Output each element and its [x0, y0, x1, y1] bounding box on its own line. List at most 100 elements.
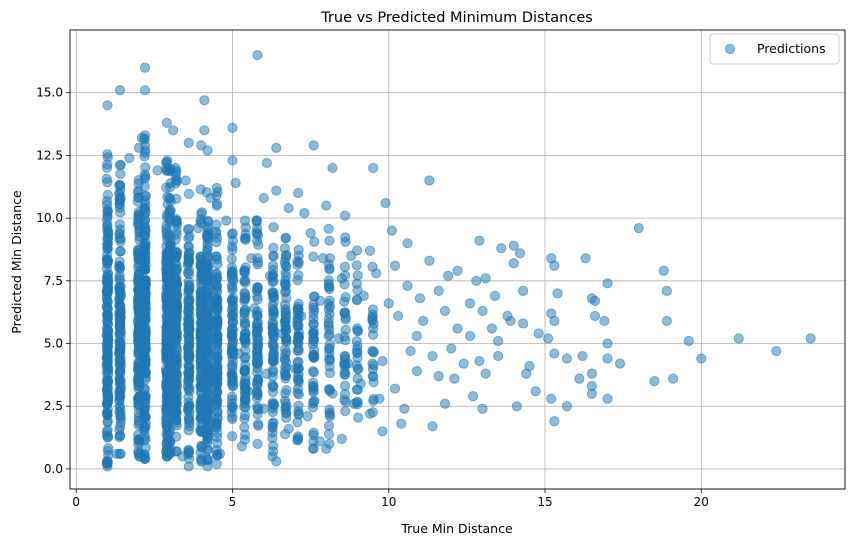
data-point — [668, 373, 679, 384]
data-point — [171, 247, 182, 258]
data-point — [352, 340, 363, 352]
data-point — [468, 391, 479, 402]
data-point — [102, 332, 113, 343]
data-point — [580, 253, 591, 264]
data-point — [170, 349, 181, 361]
data-point — [358, 290, 369, 301]
data-point — [240, 275, 251, 286]
data-point — [115, 365, 126, 376]
data-point — [271, 142, 282, 153]
data-point — [511, 401, 522, 412]
data-point — [211, 458, 222, 470]
data-point — [239, 333, 250, 344]
data-point — [171, 333, 183, 344]
data-point — [201, 247, 213, 259]
legend-marker — [724, 43, 736, 55]
data-point — [211, 366, 222, 378]
data-point — [226, 304, 238, 315]
data-point — [364, 408, 376, 419]
data-point — [205, 192, 216, 204]
data-point — [308, 328, 319, 339]
data-point — [367, 346, 378, 357]
data-point — [599, 315, 610, 327]
data-point — [177, 451, 188, 462]
data-point — [115, 315, 126, 326]
data-point — [577, 350, 588, 362]
data-point — [102, 149, 113, 160]
y-tick-label: 12.5 — [36, 148, 63, 162]
data-point — [346, 250, 357, 261]
data-point — [323, 428, 335, 440]
data-point — [267, 406, 278, 418]
data-point — [374, 393, 385, 404]
legend-label-predictions: Predictions — [757, 41, 826, 56]
data-point — [352, 270, 363, 281]
data-point — [140, 289, 151, 300]
legend: Predictions — [709, 33, 840, 65]
data-point — [212, 317, 223, 328]
data-point — [140, 230, 151, 242]
data-point — [323, 320, 334, 331]
data-point — [327, 388, 338, 399]
data-point — [324, 367, 336, 379]
data-point — [251, 386, 263, 397]
data-point — [202, 461, 213, 472]
data-point — [115, 236, 126, 247]
data-point — [489, 290, 501, 301]
data-point — [508, 240, 519, 251]
data-point — [280, 388, 291, 399]
data-point — [279, 243, 290, 254]
data-point — [602, 278, 613, 289]
data-point — [377, 426, 388, 437]
data-point — [279, 366, 290, 377]
data-point — [340, 396, 351, 407]
data-point — [184, 367, 195, 378]
data-point — [211, 418, 222, 429]
data-point — [324, 295, 335, 306]
data-point — [658, 265, 669, 276]
data-point — [452, 323, 463, 334]
data-point — [183, 279, 195, 291]
data-point — [292, 417, 303, 428]
data-point — [281, 401, 292, 412]
data-point — [184, 407, 195, 418]
data-point — [202, 445, 213, 456]
data-point — [226, 253, 237, 265]
data-point — [140, 191, 151, 202]
data-point — [152, 165, 163, 176]
data-point — [102, 345, 113, 356]
data-point — [533, 328, 544, 339]
data-point — [170, 275, 181, 286]
data-point — [251, 216, 262, 227]
data-point — [102, 271, 113, 282]
data-point — [271, 185, 282, 196]
data-point — [102, 243, 113, 254]
data-point — [321, 200, 332, 211]
data-point — [102, 391, 114, 402]
data-point — [293, 374, 304, 385]
data-point — [480, 368, 491, 379]
data-point — [324, 329, 335, 340]
data-point — [202, 215, 214, 226]
data-point — [184, 421, 195, 432]
data-point — [258, 403, 269, 414]
data-point — [339, 296, 350, 307]
data-point — [202, 269, 213, 280]
data-point — [309, 236, 320, 247]
data-point — [102, 456, 113, 467]
x-tick-label: 0 — [72, 495, 80, 509]
data-point — [733, 333, 744, 344]
data-point — [661, 315, 672, 327]
data-point — [101, 162, 113, 173]
data-point — [226, 280, 237, 291]
data-point — [101, 173, 112, 184]
data-point — [261, 368, 272, 379]
data-point — [114, 430, 126, 441]
data-point — [405, 345, 416, 357]
data-point — [396, 418, 407, 429]
data-point — [253, 419, 264, 430]
data-point — [239, 215, 251, 226]
data-point — [293, 270, 304, 281]
data-point — [336, 273, 347, 284]
data-point — [115, 168, 126, 180]
